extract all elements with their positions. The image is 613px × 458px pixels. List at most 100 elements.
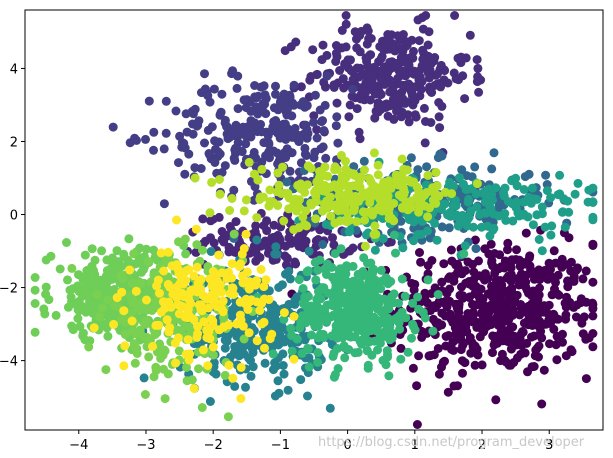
data-point: [196, 300, 206, 310]
data-point: [441, 341, 451, 351]
data-point: [460, 218, 470, 228]
data-point: [336, 276, 346, 285]
data-point: [461, 53, 471, 63]
data-point: [199, 317, 209, 327]
data-point: [414, 351, 424, 361]
data-point: [511, 173, 521, 183]
data-point: [352, 217, 362, 227]
data-point: [437, 222, 447, 232]
data-point: [232, 319, 242, 329]
data-point: [408, 363, 418, 373]
data-point: [373, 101, 383, 111]
data-point: [384, 176, 394, 186]
y-tick-label: 4: [10, 62, 18, 77]
data-point: [434, 369, 444, 379]
data-point: [423, 275, 433, 285]
data-point: [170, 290, 180, 300]
data-point: [350, 284, 360, 294]
data-point: [406, 53, 415, 63]
data-point: [416, 257, 426, 267]
data-point: [389, 114, 399, 124]
data-point: [313, 357, 323, 367]
data-point: [415, 248, 424, 257]
data-point: [144, 257, 153, 266]
data-point: [282, 104, 292, 114]
data-point: [239, 206, 249, 216]
data-point: [86, 280, 96, 290]
data-point: [438, 357, 448, 367]
data-point: [296, 82, 306, 92]
data-point: [404, 60, 414, 70]
data-point: [89, 323, 99, 333]
data-point: [329, 82, 339, 92]
data-point: [246, 355, 255, 365]
data-point: [427, 256, 437, 265]
data-point: [357, 83, 367, 92]
data-point: [127, 316, 137, 326]
data-point: [232, 83, 242, 93]
data-point: [448, 337, 458, 347]
data-point: [398, 47, 408, 56]
data-point: [271, 81, 280, 91]
data-point: [287, 111, 297, 121]
data-point: [396, 354, 406, 364]
data-point: [105, 308, 115, 318]
data-point: [384, 371, 394, 381]
data-point: [143, 305, 153, 315]
data-point: [407, 333, 416, 343]
data-point: [214, 250, 224, 260]
data-point: [120, 330, 130, 339]
data-point: [215, 109, 225, 119]
data-point: [382, 346, 392, 356]
data-point: [363, 26, 373, 36]
data-point: [215, 189, 225, 199]
data-point: [361, 308, 371, 317]
data-point: [103, 331, 113, 341]
data-point: [383, 352, 392, 362]
data-point: [584, 333, 594, 343]
data-point: [540, 222, 550, 232]
series-3: [108, 66, 358, 209]
data-point: [534, 235, 544, 244]
data-point: [416, 197, 426, 207]
data-point: [95, 312, 105, 322]
data-point: [435, 297, 445, 307]
data-point: [335, 196, 345, 206]
data-point: [469, 267, 479, 277]
data-point: [400, 82, 410, 92]
data-point: [183, 308, 193, 318]
data-point: [410, 325, 420, 335]
data-point: [333, 138, 343, 148]
data-point: [588, 239, 598, 249]
y-tick-label: 2: [10, 135, 18, 150]
data-point: [521, 228, 531, 238]
data-point: [332, 164, 342, 174]
data-point: [261, 275, 271, 285]
data-point: [414, 36, 424, 46]
data-point: [370, 89, 380, 99]
data-point: [198, 345, 208, 355]
data-point: [480, 244, 490, 254]
data-point: [414, 66, 424, 76]
data-point: [445, 272, 455, 282]
data-point: [207, 281, 217, 291]
data-point: [289, 312, 299, 321]
data-point: [274, 180, 284, 190]
data-point: [537, 246, 547, 256]
data-point: [457, 356, 467, 366]
data-point: [412, 381, 422, 391]
data-point: [406, 196, 416, 206]
data-point: [312, 133, 322, 143]
data-point: [403, 205, 413, 215]
data-point: [370, 221, 380, 231]
data-point: [130, 259, 140, 269]
data-point: [519, 210, 529, 220]
data-point: [578, 274, 588, 284]
data-point: [382, 312, 392, 322]
data-point: [130, 358, 140, 368]
data-point: [376, 74, 386, 84]
data-point: [301, 120, 311, 130]
data-point: [117, 287, 127, 297]
data-point: [279, 314, 289, 324]
data-point: [536, 321, 546, 331]
